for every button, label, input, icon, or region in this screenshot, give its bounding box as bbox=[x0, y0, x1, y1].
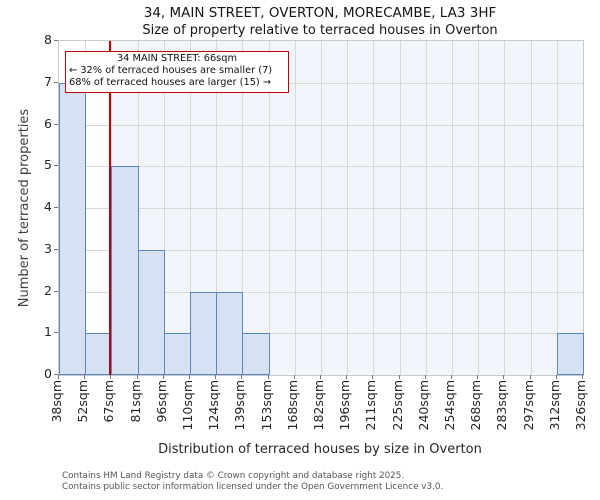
gridline-vertical bbox=[216, 41, 218, 375]
x-tick-label: 240sqm bbox=[415, 380, 431, 431]
x-tick-mark bbox=[215, 375, 217, 379]
annotation-smaller-stat: ← 32% of terraced houses are smaller (7) bbox=[69, 65, 273, 77]
gridline-vertical bbox=[347, 41, 349, 375]
histogram-bar bbox=[163, 333, 191, 375]
x-tick-mark bbox=[529, 375, 531, 379]
histogram-bar bbox=[137, 249, 165, 375]
x-tick-mark bbox=[136, 375, 138, 379]
footer-line-1: Contains HM Land Registry data © Crown c… bbox=[62, 471, 405, 481]
x-tick-label: 312sqm bbox=[546, 380, 562, 431]
histogram-bar bbox=[556, 333, 584, 375]
y-tick-label: 5 bbox=[44, 157, 52, 173]
x-tick-mark bbox=[398, 375, 400, 379]
x-tick-label: 168sqm bbox=[284, 380, 300, 431]
x-tick-label: 124sqm bbox=[206, 380, 222, 431]
x-tick-label: 67sqm bbox=[101, 380, 117, 423]
x-tick-label: 211sqm bbox=[363, 380, 379, 431]
y-tick-label: 6 bbox=[44, 115, 52, 131]
x-tick-label: 38sqm bbox=[49, 380, 64, 423]
x-tick-mark bbox=[58, 375, 59, 379]
x-tick-mark bbox=[372, 375, 374, 379]
x-tick-mark bbox=[477, 375, 479, 379]
y-tick-mark bbox=[54, 40, 58, 41]
x-tick-mark bbox=[189, 375, 190, 379]
gridline-vertical bbox=[321, 41, 322, 375]
y-tick-label: 1 bbox=[44, 324, 52, 340]
x-tick-label: 52sqm bbox=[75, 380, 91, 423]
gridline-vertical bbox=[242, 41, 244, 375]
y-tick-mark bbox=[54, 165, 58, 167]
x-tick-mark bbox=[241, 375, 243, 379]
histogram-bar bbox=[111, 166, 139, 375]
y-tick-label: 7 bbox=[44, 73, 52, 89]
x-tick-label: 81sqm bbox=[127, 380, 143, 423]
x-tick-mark bbox=[162, 375, 164, 379]
annotation-property-label: 34 MAIN STREET: 66sqm bbox=[116, 53, 238, 64]
gridline-vertical bbox=[504, 41, 506, 375]
gridline-vertical bbox=[373, 41, 375, 375]
x-tick-label: 96sqm bbox=[153, 380, 169, 423]
y-tick-mark bbox=[54, 332, 58, 334]
x-tick-mark bbox=[346, 375, 348, 379]
x-tick-label: 110sqm bbox=[180, 380, 195, 431]
histogram-bar bbox=[216, 291, 244, 375]
y-tick-label: 4 bbox=[44, 199, 52, 214]
gridline-vertical bbox=[163, 41, 165, 375]
x-tick-mark bbox=[503, 375, 505, 379]
plot-area: 34 MAIN STREET: 66sqm ← 32% of terraced … bbox=[58, 40, 584, 376]
x-tick-mark bbox=[293, 375, 295, 379]
y-tick-label: 3 bbox=[44, 240, 52, 256]
chart-subtitle: Size of property relative to terraced ho… bbox=[142, 23, 498, 38]
gridline-vertical bbox=[425, 41, 427, 375]
x-tick-mark bbox=[84, 375, 86, 379]
gridline-vertical bbox=[556, 41, 558, 375]
x-tick-label: 326sqm bbox=[573, 380, 588, 431]
x-tick-mark bbox=[582, 375, 583, 379]
x-tick-mark bbox=[555, 375, 557, 379]
chart-title: 34, MAIN STREET, OVERTON, MORECAMBE, LA3… bbox=[143, 5, 497, 21]
footer-line-2: Contains public sector information licen… bbox=[62, 481, 444, 492]
gridline-vertical bbox=[530, 41, 532, 375]
gridline-vertical bbox=[268, 41, 270, 375]
histogram-bar bbox=[242, 333, 270, 375]
property-size-marker-line bbox=[108, 41, 111, 375]
y-tick-label: 2 bbox=[44, 282, 52, 298]
annotation-larger-stat: 68% of terraced houses are larger (15) → bbox=[69, 77, 272, 89]
y-tick-label: 0 bbox=[44, 366, 52, 381]
x-tick-label: 268sqm bbox=[468, 380, 484, 431]
annotation-box: 34 MAIN STREET: 66sqm ← 32% of terraced … bbox=[65, 51, 289, 93]
x-tick-label: 297sqm bbox=[520, 380, 536, 431]
y-tick-label: 8 bbox=[44, 32, 52, 47]
x-tick-label: 182sqm bbox=[311, 380, 326, 431]
x-tick-mark bbox=[451, 375, 452, 379]
x-tick-label: 225sqm bbox=[389, 380, 405, 431]
x-tick-mark bbox=[110, 375, 112, 379]
x-tick-label: 139sqm bbox=[232, 380, 248, 431]
y-tick-mark bbox=[54, 81, 58, 83]
y-tick-mark bbox=[54, 248, 58, 250]
x-tick-mark bbox=[320, 375, 321, 379]
gridline-vertical bbox=[452, 41, 453, 375]
y-tick-mark bbox=[54, 123, 58, 125]
x-tick-label: 196sqm bbox=[337, 380, 353, 431]
x-tick-label: 153sqm bbox=[258, 380, 274, 431]
y-tick-mark bbox=[54, 207, 58, 208]
gridline-vertical bbox=[478, 41, 480, 375]
gridline-vertical bbox=[399, 41, 401, 375]
histogram-bar bbox=[59, 82, 87, 375]
x-tick-label: 254sqm bbox=[442, 380, 457, 431]
footer-attribution: Contains HM Land Registry data © Crown c… bbox=[62, 471, 443, 493]
x-axis-label: Distribution of terraced houses by size … bbox=[158, 442, 482, 457]
x-tick-mark bbox=[424, 375, 426, 379]
gridline-vertical bbox=[190, 41, 191, 375]
x-tick-label: 283sqm bbox=[494, 380, 510, 431]
x-tick-mark bbox=[267, 375, 269, 379]
histogram-bar bbox=[190, 291, 218, 375]
y-tick-mark bbox=[54, 374, 58, 375]
gridline-vertical bbox=[294, 41, 296, 375]
y-tick-mark bbox=[54, 290, 58, 292]
